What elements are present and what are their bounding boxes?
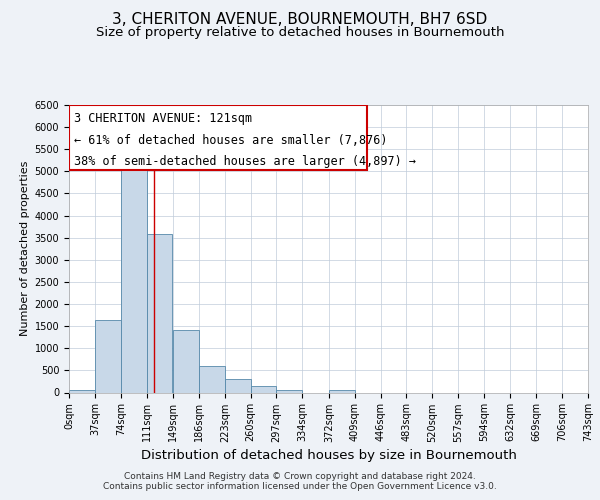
Y-axis label: Number of detached properties: Number of detached properties [20, 161, 31, 336]
Bar [121, 168, 146, 392]
Bar [251, 386, 277, 392]
Text: Size of property relative to detached houses in Bournemouth: Size of property relative to detached ho… [96, 26, 504, 39]
Text: 3 CHERITON AVENUE: 121sqm: 3 CHERITON AVENUE: 121sqm [74, 112, 253, 125]
Text: Contains public sector information licensed under the Open Government Licence v3: Contains public sector information licen… [103, 482, 497, 491]
Bar [146, 234, 172, 392]
Bar [225, 379, 251, 392]
Bar [277, 390, 302, 392]
Bar [173, 330, 199, 392]
X-axis label: Distribution of detached houses by size in Bournemouth: Distribution of detached houses by size … [140, 448, 517, 462]
Text: 3, CHERITON AVENUE, BOURNEMOUTH, BH7 6SD: 3, CHERITON AVENUE, BOURNEMOUTH, BH7 6SD [112, 12, 488, 28]
Text: Contains HM Land Registry data © Crown copyright and database right 2024.: Contains HM Land Registry data © Crown c… [124, 472, 476, 481]
Text: 38% of semi-detached houses are larger (4,897) →: 38% of semi-detached houses are larger (… [74, 156, 416, 168]
Bar [69, 390, 95, 392]
Bar [329, 390, 355, 392]
Bar [95, 320, 121, 392]
Bar [199, 366, 225, 392]
Bar [69, 105, 367, 170]
Text: ← 61% of detached houses are smaller (7,876): ← 61% of detached houses are smaller (7,… [74, 134, 388, 147]
